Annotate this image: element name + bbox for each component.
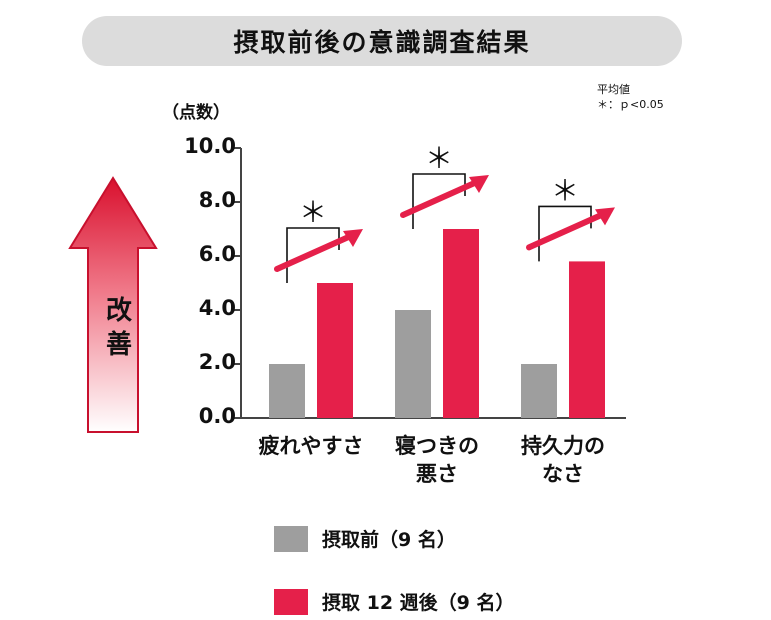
bar-before — [395, 310, 431, 418]
significance-note: 平均値 ＊：ｐ<0.05 — [597, 82, 664, 112]
y-tick-label: 4.0 — [198, 296, 236, 320]
x-category-label-line: 疲れやすさ — [258, 434, 364, 458]
y-tick-label: 0.0 — [198, 404, 236, 428]
bar-before — [269, 364, 305, 418]
title-banner: 摂取前後の意識調査結果 — [82, 16, 682, 66]
y-axis-unit-label: （点数） — [162, 103, 230, 123]
y-tick-label: 6.0 — [198, 242, 236, 266]
legend-item-after: 摂取 12 週後（9 名） — [274, 588, 515, 615]
improvement-label: 改 善 — [99, 294, 139, 362]
x-category-label: 寝つきの 悪さ — [372, 432, 502, 488]
bar-after — [317, 283, 353, 418]
bar-before — [521, 364, 557, 418]
x-category-label: 疲れやすさ — [246, 432, 376, 460]
bar-after — [569, 261, 605, 418]
y-tick-label: 10.0 — [184, 134, 236, 158]
legend-item-before: 摂取前（9 名） — [274, 525, 456, 552]
legend-swatch-after — [274, 588, 308, 615]
trend-arrowhead-icon — [343, 229, 363, 247]
improvement-arrow-icon — [68, 176, 158, 433]
x-category-label-line: 悪さ — [416, 462, 458, 486]
trend-arrowhead-icon — [595, 207, 615, 226]
significance-asterisk: ＊ — [425, 142, 453, 175]
improvement-char: 改 — [105, 296, 132, 326]
improvement-char: 善 — [105, 330, 132, 360]
significance-asterisk: ＊ — [551, 174, 579, 207]
note-line-mean: 平均値 — [597, 83, 630, 96]
trend-arrow-icon — [400, 178, 482, 218]
x-category-label-line: 寝つきの — [395, 434, 479, 458]
trend-arrowhead-icon — [469, 175, 489, 193]
x-category-label-line: 持久力の — [521, 434, 605, 458]
significance-asterisk: ＊ — [299, 196, 327, 229]
legend-label-after: 摂取 12 週後（9 名） — [322, 592, 515, 614]
y-tick-label: 8.0 — [198, 188, 236, 212]
y-tick-label: 2.0 — [198, 350, 236, 374]
legend-label-before: 摂取前（9 名） — [322, 529, 456, 551]
bar-after — [443, 229, 479, 418]
legend-swatch-before — [274, 525, 308, 552]
trend-arrow-icon — [526, 210, 608, 251]
x-category-label: 持久力の なさ — [498, 432, 628, 488]
trend-arrow-icon — [274, 232, 356, 272]
x-category-label-line: なさ — [542, 462, 584, 486]
chart-title: 摂取前後の意識調査結果 — [233, 28, 531, 57]
note-line-pvalue: ＊：ｐ<0.05 — [597, 98, 664, 111]
